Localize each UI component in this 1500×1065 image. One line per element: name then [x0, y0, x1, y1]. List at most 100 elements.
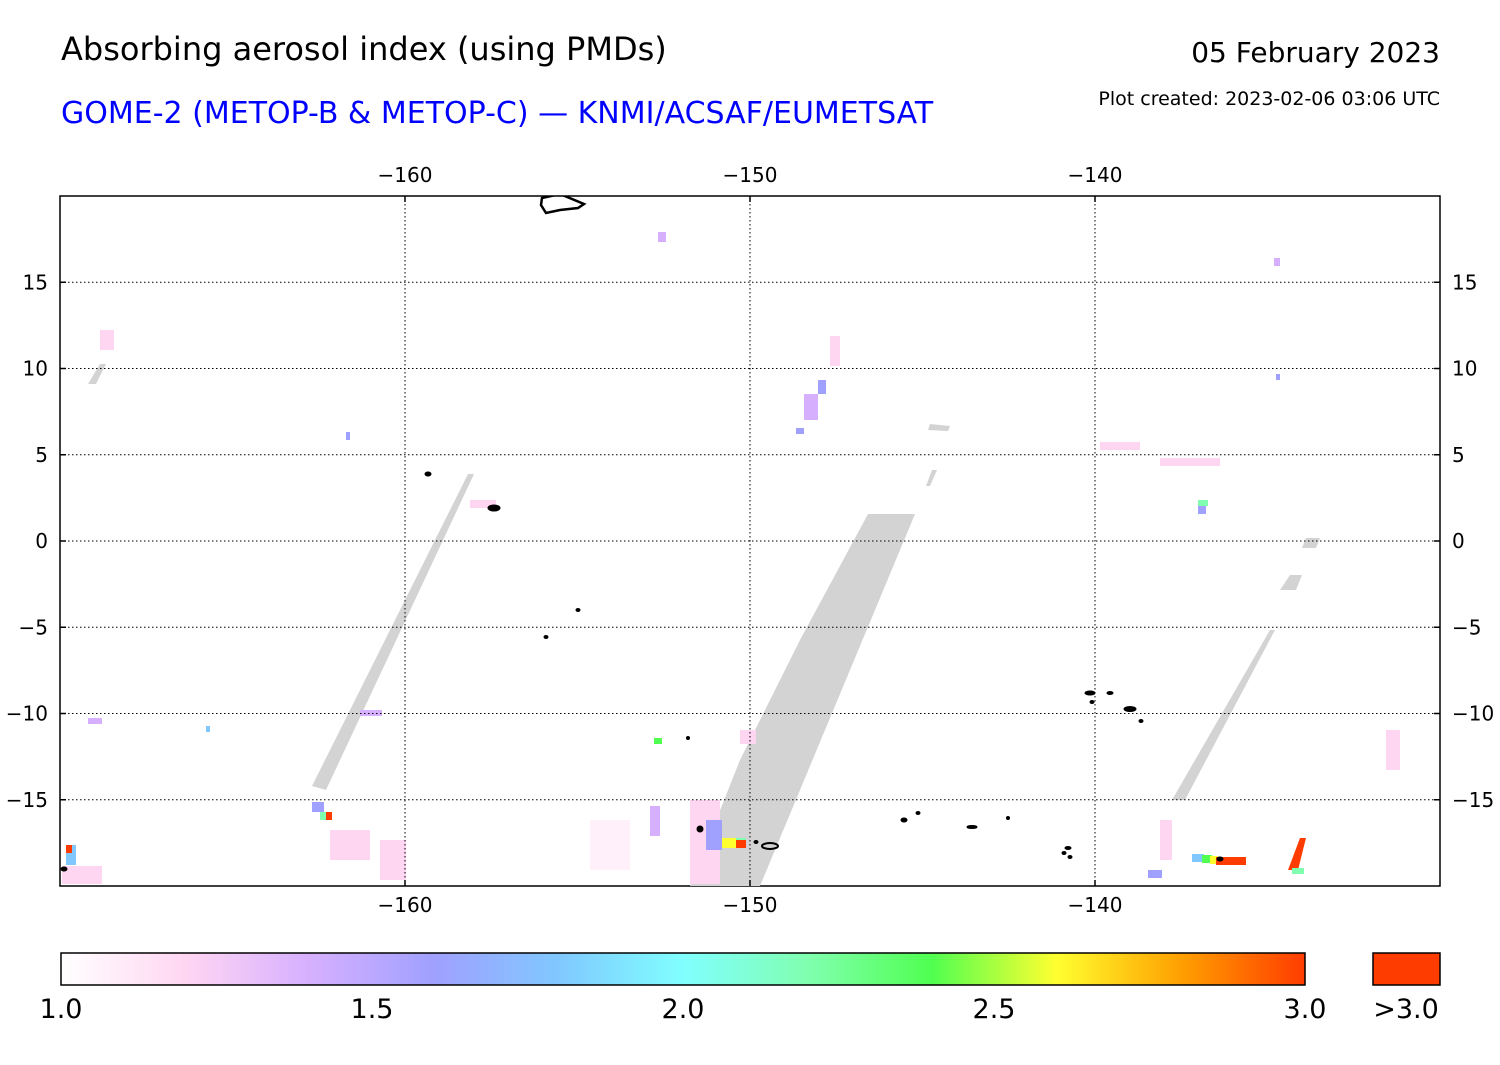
lat-tick-label-right: 15 [1452, 270, 1477, 294]
aerosol-pixel [1292, 868, 1304, 874]
aerosol-pixel [346, 432, 350, 440]
lat-tick-label-right: 10 [1452, 357, 1477, 381]
aerosol-pixel [62, 866, 102, 884]
aerosol-pixel [470, 500, 496, 508]
aerosol-pixel [1210, 856, 1218, 864]
aerosol-pixel [206, 726, 210, 732]
aerosol-pixel [818, 380, 826, 394]
no-data-swath-central [690, 514, 915, 886]
aerosol-pixel [1202, 855, 1212, 863]
aerosol-pixel [1288, 838, 1306, 870]
coastlines [60, 196, 1224, 872]
lat-tick-label-right: −10 [1452, 702, 1494, 726]
colorbar-tick-label: 3.0 [1283, 994, 1327, 1025]
aerosol-pixel [1386, 730, 1400, 770]
coastline-island [915, 811, 921, 815]
aerosol-pixel [796, 428, 804, 434]
lon-tick-label-top: −140 [1068, 163, 1123, 187]
lat-tick-label-left: 15 [23, 270, 48, 294]
aerosol-pixel [1148, 870, 1162, 878]
aerosol-pixel [804, 394, 818, 420]
aerosol-pixel [330, 830, 370, 860]
coastline-island [900, 817, 908, 823]
aerosol-pixel [830, 336, 840, 366]
lat-tick-label-left: −10 [6, 702, 48, 726]
coastline-island [1123, 706, 1137, 712]
aerosol-pixel [1274, 258, 1280, 266]
plot-date: 05 February 2023 [1191, 36, 1440, 69]
aerosol-pixel [360, 710, 382, 716]
no-data-swath-north [928, 424, 950, 431]
coastline-island [761, 842, 779, 850]
coastline-island [1216, 856, 1224, 862]
colorbar-tick-label: 2.0 [661, 994, 705, 1025]
aerosol-pixel [706, 820, 722, 850]
aerosol-pixel [380, 840, 406, 880]
colorbar-tick-label: 1.0 [39, 994, 83, 1025]
aerosol-pixel [658, 232, 666, 242]
coastline-island [1138, 719, 1144, 723]
plot-title: Absorbing aerosol index (using PMDs) [61, 30, 667, 68]
lat-tick-label-right: 0 [1452, 529, 1465, 553]
coastline-island [966, 825, 978, 829]
aerosol-pixel [1276, 374, 1280, 380]
aerosol-pixel [654, 738, 662, 744]
lat-tick-label-left: 5 [35, 443, 48, 467]
coastline-island [1067, 855, 1073, 859]
coastline-island [424, 471, 432, 477]
lon-tick-label-top: −150 [723, 163, 778, 187]
aerosol-pixel [720, 838, 736, 848]
coastline-island [753, 840, 759, 844]
aerosol-pixel [1160, 458, 1220, 466]
lat-tick-label-right: −15 [1452, 788, 1494, 812]
aerosol-pixel [1192, 854, 1204, 862]
plot-created-timestamp: Plot created: 2023-02-06 03:06 UTC [1098, 88, 1440, 110]
aerosol-pixel [736, 840, 746, 848]
coastline-island [1006, 816, 1010, 820]
colorbar-overflow-swatch [1372, 952, 1441, 986]
coastline-island [487, 504, 501, 512]
lat-tick-label-right: 5 [1452, 443, 1465, 467]
aerosol-pixel [590, 820, 630, 870]
coastline-island [1106, 691, 1114, 695]
no-data-swath-east2 [1280, 575, 1302, 590]
aerosol-pixel [740, 730, 756, 744]
lat-tick-label-right: −5 [1452, 615, 1481, 639]
lon-tick-label-bottom: −140 [1068, 893, 1123, 917]
coastline-island [1064, 846, 1072, 850]
coastline-island [60, 866, 68, 872]
no-data-swath-west [312, 474, 474, 790]
aerosol-pixel [100, 330, 114, 350]
aerosol-pixel [1198, 500, 1208, 506]
aerosol-pixel [1100, 442, 1140, 450]
colorbar-tick-label: 1.5 [350, 994, 394, 1025]
colorbar-tick-label: 2.5 [972, 994, 1016, 1025]
lat-tick-label-left: −5 [19, 615, 48, 639]
aerosol-pixels [62, 232, 1400, 884]
no-data-swath-east3 [1302, 538, 1320, 548]
lon-tick-label-bottom: −150 [723, 893, 778, 917]
coastline-island [539, 196, 587, 215]
no-data-swath-east [1172, 630, 1275, 800]
no-data-swath-north2 [926, 470, 937, 486]
aerosol-pixel [650, 806, 660, 836]
coastline-island [1089, 700, 1095, 704]
lat-tick-label-left: −15 [6, 788, 48, 812]
aerosol-pixel [326, 812, 332, 820]
coastline-island [696, 825, 704, 833]
lon-tick-label-bottom: −160 [378, 893, 433, 917]
aerosol-pixel [66, 845, 72, 853]
aerosol-pixel [88, 718, 102, 724]
coastline-island [543, 635, 549, 639]
lat-tick-label-left: 0 [35, 529, 48, 553]
no-data-swaths [88, 364, 1320, 886]
lon-tick-label-top: −160 [378, 163, 433, 187]
coastline-island [575, 608, 581, 612]
aerosol-pixel [66, 845, 76, 865]
aerosol-pixel [1216, 857, 1246, 865]
aerosol-pixel [1160, 820, 1172, 860]
coastline-island [686, 736, 690, 740]
coastline-island [1084, 690, 1096, 696]
lat-tick-label-left: 10 [23, 357, 48, 381]
